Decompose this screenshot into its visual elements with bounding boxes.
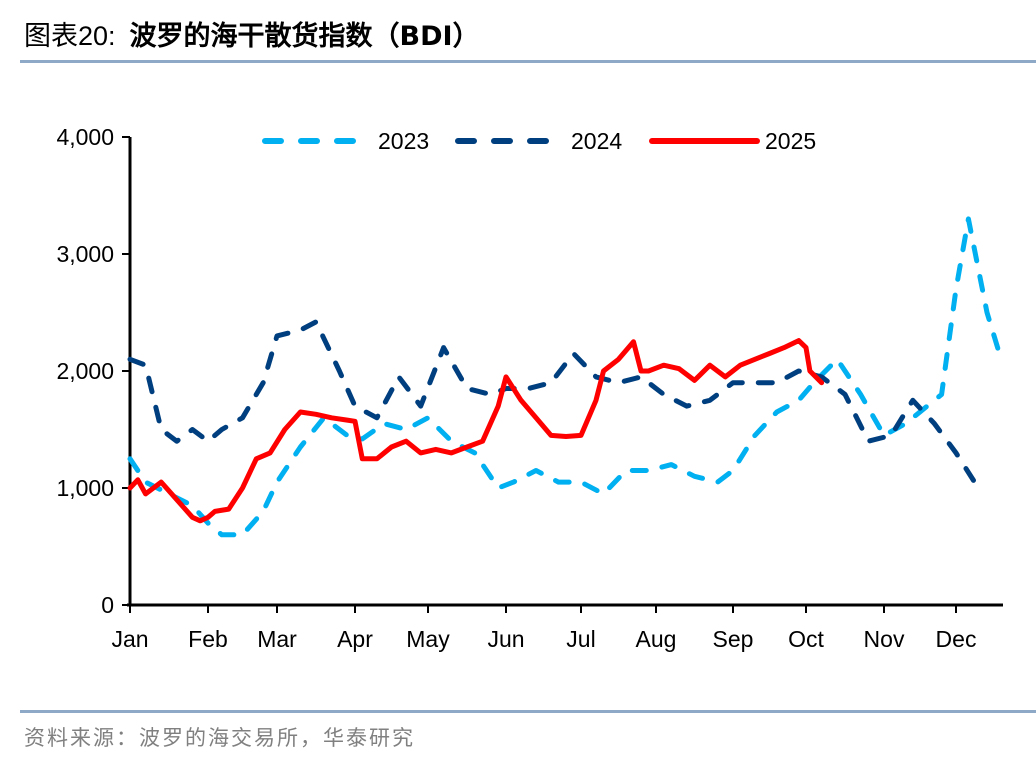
x-tick-label: Oct bbox=[788, 626, 824, 652]
legend-label-2023: 2023 bbox=[378, 128, 429, 154]
axes: 0 1,000 2,000 3,000 4,000 Jan Feb Mar Apr May Jun J… bbox=[56, 124, 1003, 652]
figure-title: 图表20: 波罗的海干散货指数（BDI） bbox=[24, 14, 480, 53]
x-tick-label: Jun bbox=[487, 626, 524, 652]
bdi-line-chart: 0 1,000 2,000 3,000 4,000 Jan Feb Mar Apr May Jun J… bbox=[56, 124, 1003, 652]
y-tick-label: 2,000 bbox=[56, 358, 114, 384]
top-divider bbox=[20, 60, 1036, 63]
legend-label-2024: 2024 bbox=[571, 128, 622, 154]
chart-title: 波罗的海干散货指数（BDI） bbox=[129, 21, 480, 52]
figure-number: 图表20: bbox=[24, 21, 116, 51]
legend-label-2025: 2025 bbox=[765, 128, 816, 154]
series-2023-line bbox=[127, 216, 1002, 538]
bottom-divider bbox=[20, 710, 1036, 713]
x-tick-label: Dec bbox=[936, 626, 977, 652]
series-2025-line bbox=[127, 338, 825, 524]
y-tick-label: 0 bbox=[101, 592, 114, 618]
x-tick-label: Apr bbox=[337, 626, 373, 652]
x-tick-label: Nov bbox=[864, 626, 905, 652]
x-tick-label: Jul bbox=[566, 626, 595, 652]
x-tick-label: Feb bbox=[188, 626, 228, 652]
y-tick-label: 3,000 bbox=[56, 241, 114, 267]
x-tick-label: Aug bbox=[636, 626, 677, 652]
y-tick-label: 4,000 bbox=[56, 124, 114, 150]
series-lines bbox=[127, 216, 1002, 538]
x-tick-label: Mar bbox=[257, 626, 297, 652]
source-note: 资料来源：波罗的海交易所，华泰研究 bbox=[24, 726, 415, 750]
x-tick-label: Sep bbox=[713, 626, 754, 652]
legend: 2023 2024 2025 bbox=[262, 128, 816, 154]
x-tick-label: May bbox=[406, 626, 450, 652]
y-tick-label: 1,000 bbox=[56, 475, 114, 501]
series-2024-line bbox=[127, 319, 978, 485]
x-tick-label: Jan bbox=[111, 626, 148, 652]
